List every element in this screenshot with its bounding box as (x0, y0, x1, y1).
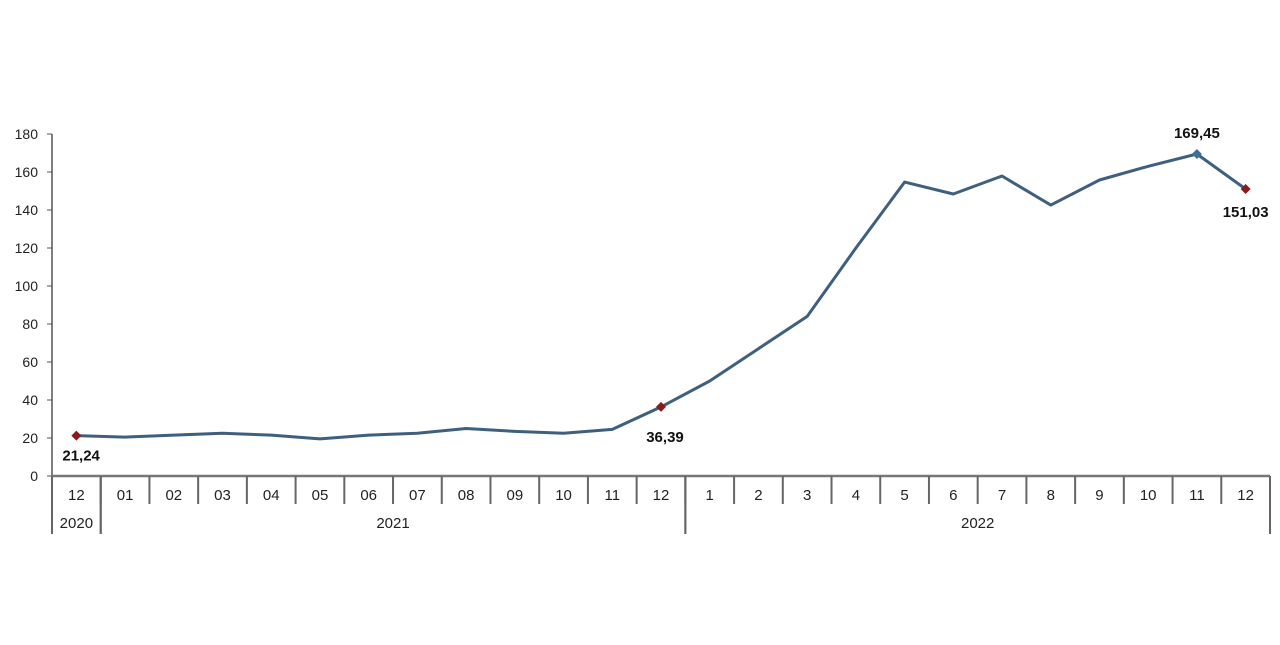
x-tick-label: 05 (312, 487, 329, 504)
year-group-label: 2021 (376, 515, 409, 532)
series-line (76, 152, 1247, 441)
x-tick-label: 5 (900, 487, 908, 504)
x-tick-label: 2 (754, 487, 762, 504)
data-labels: 21,24 36,39 169,45 151,03 (62, 125, 1268, 465)
y-tick-label: 80 (22, 316, 38, 332)
data-point-marker (71, 430, 82, 441)
x-tick-label: 3 (803, 487, 811, 504)
x-tick-label: 12 (1237, 487, 1254, 504)
x-tick-label: 1 (706, 487, 714, 504)
y-tick-label: 180 (15, 126, 39, 142)
data-point-marker (1191, 149, 1202, 160)
x-tick-label: 09 (506, 487, 523, 504)
x-tick-label: 07 (409, 487, 426, 504)
plot-area (76, 152, 1247, 441)
y-tick-label: 140 (15, 202, 39, 218)
x-axis: 12 01 02 03 04 05 06 07 08 09 10 11 12 1 2 3 4 5 6 7 8 9 10 11 1… (51, 474, 1271, 534)
x-tick-label: 8 (1047, 487, 1055, 504)
x-tick-label: 7 (998, 487, 1006, 504)
x-tick-label: 03 (214, 487, 231, 504)
data-label: 36,39 (646, 429, 684, 446)
year-group-label: 2020 (60, 515, 93, 532)
x-tick-label: 08 (458, 487, 475, 504)
x-tick-label: 4 (852, 487, 860, 504)
y-tick-label: 20 (22, 430, 38, 446)
y-tick-label: 40 (22, 392, 38, 408)
x-tick-label: 10 (1140, 487, 1157, 504)
y-tick-label: 60 (22, 354, 38, 370)
y-axis: 0 20 40 60 80 100 120 140 160 180 (15, 126, 53, 484)
x-tick-label: 01 (117, 487, 134, 504)
x-tick-label: 9 (1095, 487, 1103, 504)
data-point-marker (1240, 184, 1251, 195)
x-tick-label: 10 (555, 487, 572, 504)
x-tick-label: 06 (360, 487, 377, 504)
y-tick-label: 160 (15, 164, 39, 180)
data-label: 151,03 (1223, 204, 1269, 221)
x-tick-label: 11 (1189, 487, 1205, 504)
x-tick-label: 11 (604, 487, 620, 504)
y-tick-label: 100 (15, 278, 39, 294)
data-label: 21,24 (62, 448, 100, 465)
year-group-label: 2022 (961, 515, 994, 532)
x-tick-label: 12 (653, 487, 670, 504)
data-label: 169,45 (1174, 125, 1220, 142)
x-tick-label: 12 (68, 487, 85, 504)
y-tick-label: 0 (30, 468, 38, 484)
y-tick-label: 120 (15, 240, 39, 256)
x-tick-label: 6 (949, 487, 957, 504)
x-tick-label: 02 (165, 487, 182, 504)
data-point-marker (656, 401, 666, 412)
x-tick-label: 04 (263, 487, 280, 504)
